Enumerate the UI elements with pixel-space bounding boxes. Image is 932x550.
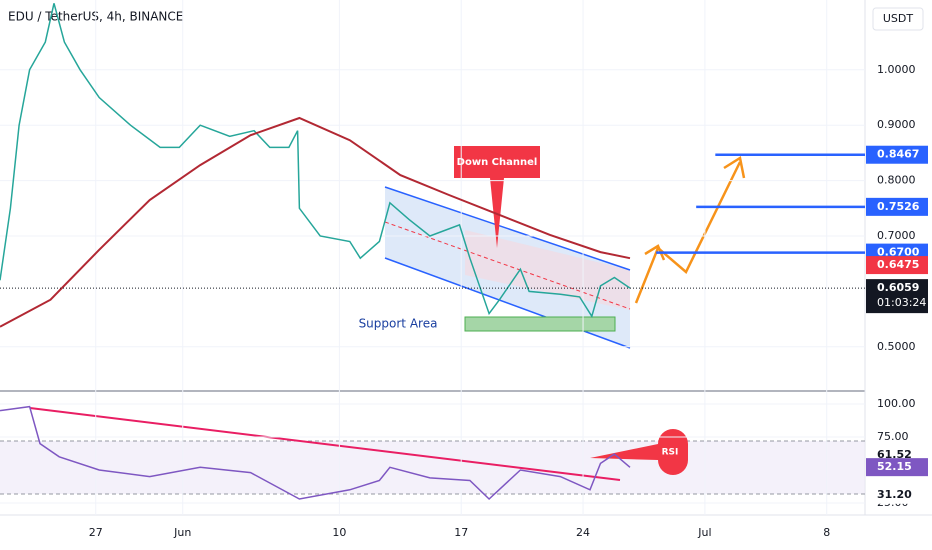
rsi-callout: [590, 429, 688, 475]
support-box: [464, 316, 616, 332]
x-tick-label: 10: [332, 526, 346, 539]
currency: USDT: [883, 12, 914, 25]
level-label: 0.6059: [877, 281, 919, 294]
level-box: [866, 145, 928, 164]
level-box: [866, 256, 928, 275]
y-tick-label: 100.00: [877, 397, 916, 410]
y-tick-label: 0.7000: [877, 229, 916, 242]
level-label: 0.8467: [877, 148, 919, 161]
level-label: 0.6700: [877, 246, 920, 259]
y-tick-label: 0.8000: [877, 174, 916, 187]
y-tick-label: 0.5000: [877, 340, 916, 353]
y-tick-label: 0.9000: [877, 118, 916, 131]
x-tick-label: Jun: [173, 526, 191, 539]
countdown: 01:03:24: [877, 296, 926, 309]
arrow-heads: [644, 155, 746, 261]
channel-bottom: [384, 257, 631, 349]
series-line: [0, 116, 631, 328]
x-tick-label: Jul: [697, 526, 711, 539]
x-tick-label: 24: [576, 526, 590, 539]
rsi-trend: [29, 407, 621, 481]
currency-box: [872, 7, 924, 31]
series-line: [0, 3, 631, 319]
level-label: 0.6475: [877, 258, 919, 271]
annotation: Support Area: [359, 317, 438, 331]
level-label: 0.7526: [877, 200, 920, 213]
level-label: 31.20: [877, 488, 912, 501]
series-line: [0, 405, 631, 501]
callout: [454, 146, 540, 248]
level-box: [866, 197, 928, 216]
level-box: [866, 279, 928, 314]
rsi-band: [0, 441, 865, 494]
level-box: [866, 458, 928, 477]
annotation: Down Channel: [457, 157, 538, 168]
level-label: 52.15: [877, 460, 912, 473]
channel-mid: [384, 221, 631, 310]
x-tick-label: 8: [823, 526, 830, 539]
annotation: RSI: [662, 448, 679, 458]
x-tick-label: 27: [89, 526, 103, 539]
x-tick-label: 17: [454, 526, 468, 539]
channel-lower-fill: [465, 230, 630, 310]
y-tick-label: 75.00: [877, 430, 909, 443]
level-label: 61.52: [877, 448, 912, 461]
y-tick-label: 1.0000: [877, 63, 916, 76]
channel-top: [384, 186, 631, 271]
forecast-arrow: [634, 161, 742, 304]
level-box: [866, 485, 928, 504]
